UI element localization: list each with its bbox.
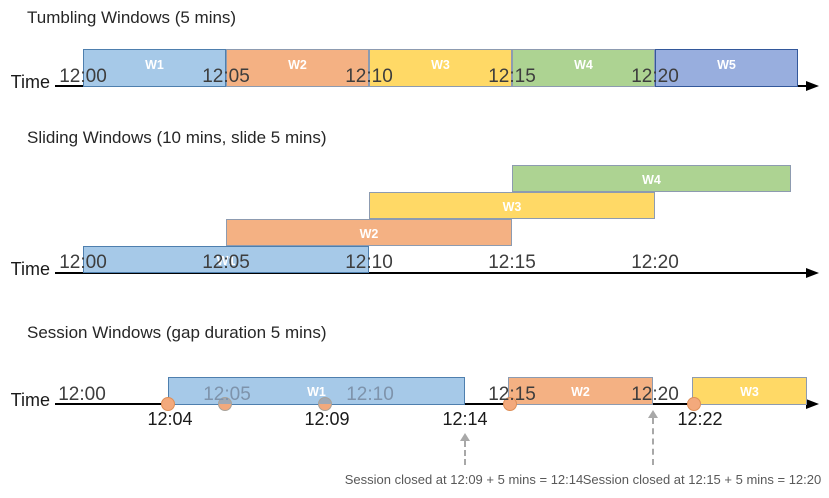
window-label-sliding-w3: W3 [502, 200, 522, 214]
window-label-session-w2: W2 [571, 385, 590, 399]
annotation-text-2: Session closed at 12:15 + 5 mins = 12:20 [582, 472, 822, 487]
window-box-tumbling-w4: W4 [512, 49, 655, 87]
time-axis-label-tumbling: Time [10, 72, 50, 92]
timeline-sliding [55, 272, 806, 274]
window-box-sliding-w2: W2 [226, 219, 512, 246]
timeline-arrowhead-icon-sliding [806, 267, 819, 278]
event-dot-1-icon [161, 397, 175, 411]
tick-label-session-12-05: 12:05 [203, 384, 251, 405]
tick-label-tumbling-12-05: 12:05 [202, 66, 250, 87]
annotation-arrow-shaft-2 [652, 418, 654, 465]
tick-label-session-12-10: 12:10 [346, 384, 394, 405]
event-dot-5-icon [687, 397, 701, 411]
annotation-text-1: Session closed at 12:09 + 5 mins = 12:14 [344, 472, 584, 487]
tick-label-sliding-12-20: 12:20 [631, 252, 679, 273]
time-axis-label-sliding: Time [10, 259, 50, 279]
window-box-sliding-w3: W3 [369, 192, 655, 219]
window-box-tumbling-w1: W1 [83, 49, 226, 87]
window-label-tumbling-w4: W4 [574, 58, 593, 72]
window-box-sliding-w1: W1 [83, 246, 369, 273]
window-box-tumbling-w5: W5 [655, 49, 798, 87]
tick-label-session-12-00: 12:00 [58, 384, 106, 405]
event-dot-3-icon [318, 397, 332, 411]
tick-label-session-12-20: 12:20 [631, 384, 679, 405]
window-label-sliding-w1: W1 [216, 254, 236, 268]
time-axis-label-session: Time [10, 390, 50, 410]
annotation-arrow-up-icon-2 [648, 410, 658, 418]
tick-label-sliding-12-10: 12:10 [345, 252, 393, 273]
event-dot-2-icon [218, 397, 232, 411]
window-label-tumbling-w5: W5 [717, 58, 736, 72]
window-label-sliding-w4: W4 [642, 173, 661, 187]
timeline-arrowhead-icon-tumbling [806, 80, 819, 91]
window-box-sliding-w4: W4 [512, 165, 791, 192]
annotation-arrow-up-icon-1 [460, 433, 470, 441]
window-label-sliding-w2: W2 [359, 227, 379, 241]
window-box-session-w2: W2 [508, 377, 653, 405]
timeline-arrowhead-icon-session [806, 398, 819, 409]
tick-label-sliding-12-05: 12:05 [202, 252, 250, 273]
tick-label-session-12-15: 12:15 [488, 384, 536, 405]
window-box-session-w3: W3 [692, 377, 807, 405]
window-label-tumbling-w1: W1 [145, 58, 164, 72]
window-label-tumbling-w3: W3 [431, 58, 450, 72]
tick-label-tumbling-12-00: 12:00 [59, 66, 107, 87]
annotation-arrow-shaft-1 [464, 441, 466, 465]
section-title-tumbling: Tumbling Windows (5 mins) [27, 8, 237, 27]
event-time-label-12-09: 12:09 [304, 409, 350, 429]
window-label-session-w1: W1 [307, 385, 326, 399]
tick-label-tumbling-12-15: 12:15 [488, 66, 536, 87]
tick-label-sliding-12-00: 12:00 [59, 252, 107, 273]
tick-label-sliding-12-15: 12:15 [488, 252, 536, 273]
section-title-session: Session Windows (gap duration 5 mins) [27, 323, 327, 342]
window-box-tumbling-w3: W3 [369, 49, 512, 87]
event-dot-4-icon [503, 397, 517, 411]
tick-label-tumbling-12-20: 12:20 [631, 66, 679, 87]
window-label-tumbling-w2: W2 [288, 58, 307, 72]
event-time-label-12-04: 12:04 [147, 409, 193, 429]
tick-label-tumbling-12-10: 12:10 [345, 66, 393, 87]
window-box-tumbling-w2: W2 [226, 49, 369, 87]
window-label-session-w3: W3 [740, 385, 759, 399]
event-time-label-12-14: 12:14 [442, 409, 488, 429]
event-time-label-12-22: 12:22 [677, 409, 723, 429]
window-box-session-w1: W1 [168, 377, 465, 405]
section-title-sliding: Sliding Windows (10 mins, slide 5 mins) [27, 128, 327, 147]
